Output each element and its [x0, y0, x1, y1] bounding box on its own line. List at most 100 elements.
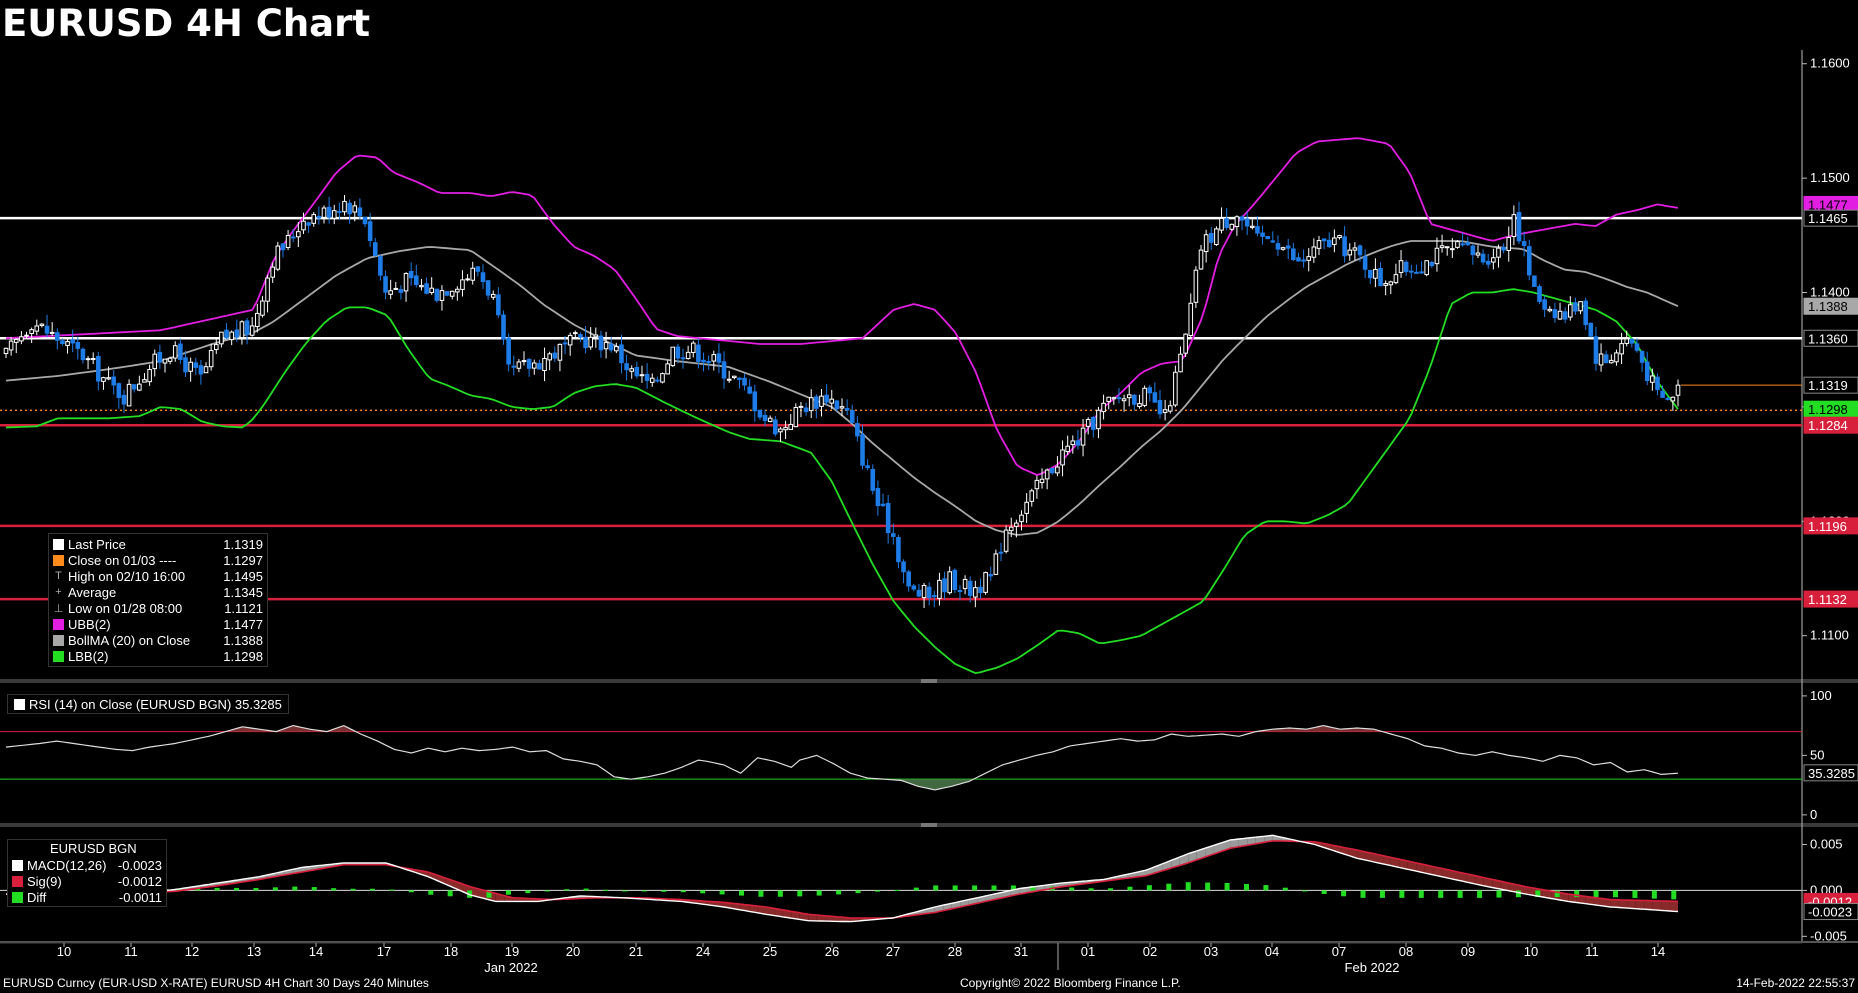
macd-signal-fill — [1357, 850, 1366, 861]
candle-body — [660, 373, 665, 383]
x-tick-label: 09 — [1461, 944, 1475, 959]
candle-body — [1255, 226, 1260, 234]
candle-body — [70, 339, 75, 344]
histogram-bar — [1418, 890, 1424, 898]
candle-body — [1239, 216, 1245, 221]
candle-body — [234, 329, 240, 338]
macd-signal-fill — [766, 906, 775, 916]
macd-signal-fill — [1635, 900, 1645, 910]
macd-signal-fill — [791, 911, 800, 920]
candle-body — [1496, 247, 1501, 258]
legend-low: ⊥ Low on 01/28 08:00 1.1121 — [53, 600, 263, 616]
candle-body — [265, 277, 270, 302]
candle-body — [762, 414, 768, 422]
histogram-bar — [428, 890, 434, 895]
candle-body — [793, 407, 799, 428]
candle-body — [1593, 336, 1599, 364]
legend-swatch — [12, 891, 23, 903]
candle-body — [973, 587, 978, 598]
histogram-bar — [641, 890, 647, 892]
candle-body — [906, 571, 911, 587]
candle-body — [444, 291, 450, 296]
candle-body — [1224, 218, 1229, 228]
candle-body — [1552, 309, 1558, 319]
candle-body — [865, 465, 870, 469]
y-tick-label: 1.1100 — [1810, 628, 1849, 643]
candle-body — [1670, 396, 1676, 402]
candle-body — [1347, 249, 1353, 256]
macd-signal-fill — [1450, 870, 1459, 881]
x-tick-label: 12 — [185, 944, 199, 959]
candle-body — [424, 283, 429, 294]
candle-body — [34, 325, 40, 332]
candle-body — [383, 276, 388, 293]
x-tick-label: 10 — [57, 944, 71, 959]
histogram-bar — [195, 888, 201, 891]
candle-body — [680, 357, 686, 360]
candle-body — [1583, 300, 1588, 326]
legend-swatch — [53, 618, 64, 630]
macd-signal-fill — [470, 886, 479, 898]
histogram-bar — [680, 890, 686, 893]
lower-bollinger-band — [5, 288, 1679, 675]
candle-body — [60, 340, 65, 345]
candle-body — [219, 331, 224, 345]
histogram-bar — [1457, 890, 1463, 898]
candle-body — [516, 361, 522, 369]
y-tick-label: 1.1500 — [1810, 170, 1850, 185]
candle-body — [1275, 243, 1281, 250]
candle-body — [1398, 260, 1404, 273]
candle-body — [1450, 248, 1455, 251]
candle-body — [1362, 256, 1368, 270]
level-tag: 1.1360 — [1803, 329, 1858, 347]
candle-body — [131, 384, 137, 390]
candle-body — [1485, 260, 1491, 265]
candle-body — [1388, 281, 1394, 286]
candle-body — [711, 354, 717, 362]
candle-body — [1501, 247, 1506, 251]
candle-body — [1609, 359, 1614, 364]
value-tag: 1.1298 — [1803, 400, 1858, 418]
candle-body — [1167, 405, 1173, 412]
candle-body — [1480, 253, 1486, 263]
histogram-bar — [1127, 886, 1133, 891]
candle-body — [1414, 271, 1419, 274]
candle-body — [511, 365, 517, 368]
histogram-bar — [1321, 890, 1327, 894]
candle-body — [1085, 419, 1091, 427]
candle-body — [29, 329, 34, 335]
candle-body — [834, 400, 840, 410]
candle-body — [301, 220, 306, 231]
histogram-bar — [1205, 882, 1211, 891]
candle-body — [1644, 361, 1650, 381]
candle-body — [90, 357, 96, 361]
x-tick-label: 13 — [247, 944, 261, 959]
candle-body — [3, 347, 9, 354]
macd-signal-fill — [1458, 872, 1467, 883]
candle-body — [706, 360, 711, 363]
candle-body — [598, 335, 604, 351]
rsi-legend-label: RSI (14) on Close (EURUSD BGN) 35.3285 — [29, 696, 282, 712]
candle-body — [875, 488, 881, 507]
candle-body — [1116, 397, 1122, 400]
candle-body — [839, 406, 845, 409]
candle-body — [526, 358, 532, 369]
histogram-bar — [1069, 887, 1075, 891]
candle-body — [552, 352, 558, 359]
candle-body — [275, 245, 281, 270]
histogram-bar — [389, 889, 395, 891]
rsi-tick-label: 100 — [1810, 688, 1832, 703]
x-tick-label: 25 — [763, 944, 777, 959]
candle-body — [649, 377, 655, 383]
histogram-bar — [1651, 890, 1657, 899]
x-tick-label: 02 — [1143, 944, 1157, 959]
macd-signal-fill — [749, 905, 758, 913]
histogram-bar — [1399, 890, 1405, 898]
macd-value-tag: -0.0023 — [1803, 903, 1858, 921]
x-tick-label: 04 — [1265, 944, 1279, 959]
low-marker-icon: ⊥ — [53, 602, 64, 615]
candle-body — [337, 210, 342, 213]
macd-signal-fill — [1365, 851, 1374, 862]
legend-signal: Sig(9) -0.0012 — [12, 873, 162, 889]
